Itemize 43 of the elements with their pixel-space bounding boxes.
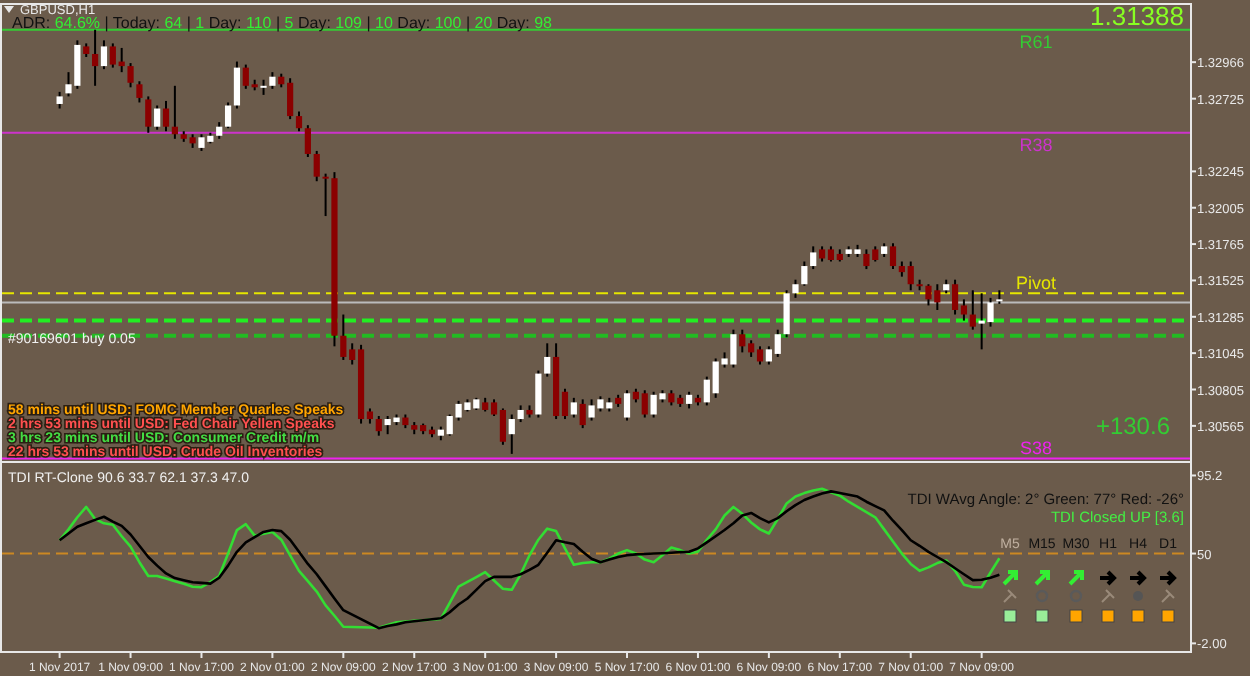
ref-line-label: Pivot: [1015, 273, 1057, 294]
candlestick: [863, 248, 870, 271]
candlestick: [127, 62, 134, 89]
candlestick: [792, 278, 799, 299]
candlestick: [499, 407, 507, 446]
candlestick: [774, 328, 781, 358]
candlestick: [162, 99, 170, 133]
candlestick: [987, 296, 994, 328]
candlestick: [951, 278, 959, 316]
candlestick: [570, 396, 577, 419]
candlestick: [340, 313, 347, 361]
candlestick: [295, 110, 303, 133]
candlestick: [224, 101, 232, 130]
candlestick: [969, 289, 976, 331]
candlestick: [810, 245, 817, 271]
candlestick: [535, 369, 542, 419]
candlestick: [801, 260, 808, 287]
text: ADR: 64.6% | Today: 64 | 1 Day: 110 | 5 Day: 109 | 10 Day: 100 | 20 Day: 98: [12, 14, 552, 32]
ref-line-label: R38: [1019, 134, 1053, 155]
candlestick: [145, 95, 152, 134]
annotation: 1.31388: [1090, 1, 1184, 31]
annotation: +130.6: [1095, 412, 1171, 440]
candlestick: [233, 60, 241, 110]
candlestick: [313, 149, 320, 183]
candlestick: [154, 104, 161, 131]
ref-line-label: R61: [1019, 31, 1053, 52]
candlestick: [739, 328, 746, 354]
candlestick: [304, 124, 311, 158]
candlestick: [783, 289, 790, 339]
candlestick: [136, 80, 143, 104]
candlestick: [100, 39, 108, 71]
candlestick: [925, 283, 932, 307]
candlestick: [756, 345, 764, 366]
candlestick: [544, 342, 551, 378]
ref-line-label: S38: [1019, 438, 1053, 459]
candlestick: [508, 413, 515, 455]
candlestick: [907, 260, 914, 292]
candlestick: [623, 389, 631, 422]
candlestick: [579, 398, 586, 430]
candlestick: [91, 28, 99, 87]
candlestick: [375, 415, 382, 437]
candlestick: [641, 389, 648, 419]
candlestick: [889, 242, 897, 271]
